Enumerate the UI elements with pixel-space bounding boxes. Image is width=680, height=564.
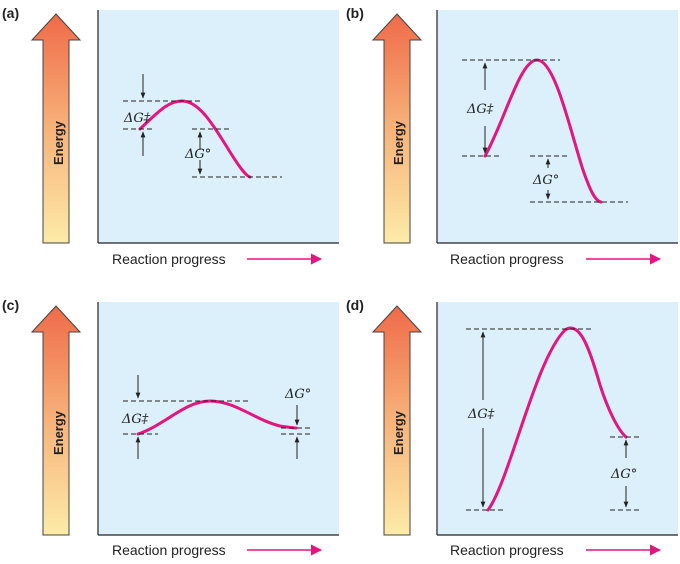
standard-free-energy-marker: ΔG°: [284, 387, 311, 459]
reaction-curve: [486, 326, 628, 512]
delta-g-standard-label: ΔG°: [184, 147, 211, 162]
panel-d: (d) Energy Reaction progress ΔG‡ ΔG°: [346, 297, 678, 558]
delta-g-standard-label: ΔG°: [532, 173, 559, 188]
panel-letter: (d): [346, 297, 364, 313]
reference-lines: [123, 100, 282, 178]
energy-arrow: Energy: [30, 305, 82, 536]
panel-letter: (c): [2, 297, 19, 313]
energy-arrow: Energy: [30, 13, 82, 244]
x-axis-label: Reaction progress: [112, 542, 323, 558]
activation-energy-marker: ΔG‡: [467, 331, 495, 508]
delta-g-activation-label: ΔG‡: [121, 412, 149, 427]
standard-free-energy-marker: ΔG°: [610, 439, 637, 508]
svg-text:Reaction progress: Reaction progress: [112, 542, 226, 558]
svg-text:Reaction progress: Reaction progress: [450, 542, 564, 558]
reference-lines: [123, 400, 313, 435]
reaction-curve: [138, 99, 252, 179]
panel-letter: (a): [2, 5, 19, 21]
panel-b: (b) Energy Reaction progress ΔG‡ ΔG°: [346, 5, 678, 267]
standard-free-energy-marker: ΔG°: [184, 131, 211, 175]
reference-lines: [462, 59, 628, 203]
standard-free-energy-marker: ΔG°: [532, 158, 559, 200]
x-axis-label: Reaction progress: [450, 542, 662, 558]
plot-area: [437, 10, 678, 243]
reference-lines: [466, 328, 642, 511]
energy-label: Energy: [391, 120, 406, 165]
x-axis-label: Reaction progress: [112, 251, 323, 267]
svg-text:Reaction progress: Reaction progress: [450, 251, 564, 267]
delta-g-activation-label: ΔG‡: [466, 102, 494, 117]
activation-energy-marker: ΔG‡: [123, 74, 151, 156]
energy-label: Energy: [391, 410, 406, 455]
reaction-curve: [483, 58, 603, 204]
delta-g-activation-label: ΔG‡: [123, 111, 151, 126]
x-axis-label: Reaction progress: [450, 251, 662, 267]
delta-g-standard-label: ΔG°: [284, 387, 311, 402]
energy-arrow: Energy: [371, 13, 423, 244]
svg-text:Reaction progress: Reaction progress: [112, 251, 226, 267]
plot-area: [98, 10, 339, 243]
delta-g-standard-label: ΔG°: [610, 467, 637, 482]
energy-arrow: Energy: [371, 305, 423, 536]
delta-g-activation-label: ΔG‡: [467, 407, 495, 422]
activation-energy-marker: ΔG‡: [466, 62, 494, 154]
plot-area: [98, 302, 339, 535]
panel-a: (a) Energy Reaction progress ΔG‡ ΔG°: [2, 5, 339, 267]
panel-c: (c) Energy Reaction progress ΔG‡ ΔG°: [2, 297, 339, 558]
reaction-curve: [136, 399, 298, 436]
energy-label: Energy: [51, 120, 66, 165]
panel-letter: (b): [346, 5, 364, 21]
energy-label: Energy: [51, 410, 66, 455]
activation-energy-marker: ΔG‡: [121, 375, 149, 459]
